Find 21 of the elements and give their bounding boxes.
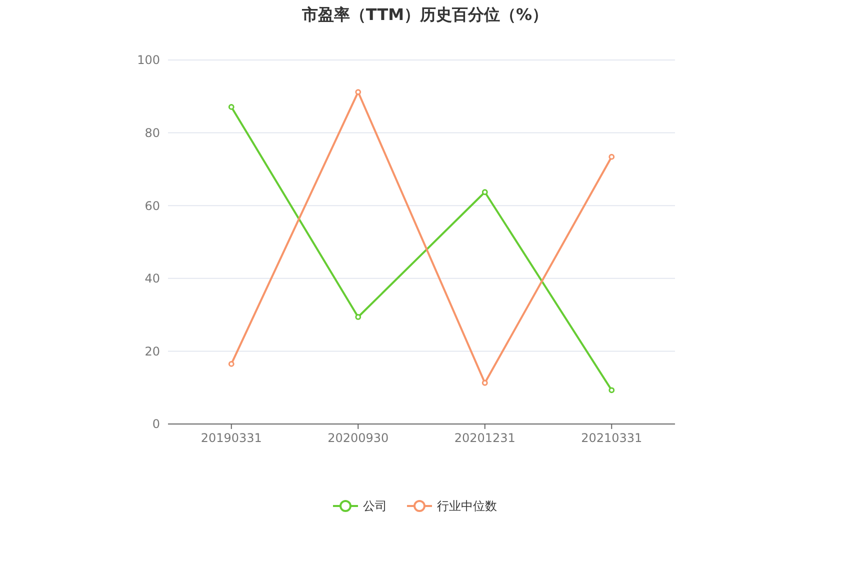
y-tick-label: 60	[144, 198, 160, 213]
chart-title: 市盈率（TTM）历史百分位（%）	[300, 5, 548, 24]
legend-label: 行业中位数	[437, 499, 497, 514]
x-tick-label: 20201231	[454, 431, 516, 445]
point	[355, 314, 362, 320]
point	[228, 104, 234, 110]
point	[608, 154, 615, 160]
x-tick-label: 20190331	[200, 431, 262, 445]
point	[355, 89, 362, 95]
point	[608, 387, 615, 394]
x-tick-label: 20210331	[581, 431, 642, 445]
y-tick-label: 100	[137, 53, 160, 68]
y-tick-label: 0	[152, 417, 160, 432]
point	[482, 189, 488, 196]
legend-label: 公司	[363, 499, 387, 514]
point	[228, 360, 234, 367]
y-tick-label: 80	[144, 126, 160, 140]
x-tick-label: 20200930	[328, 431, 389, 445]
y-tick-label: 40	[144, 272, 160, 286]
point	[482, 380, 488, 386]
y-tick-label: 20	[144, 344, 160, 358]
